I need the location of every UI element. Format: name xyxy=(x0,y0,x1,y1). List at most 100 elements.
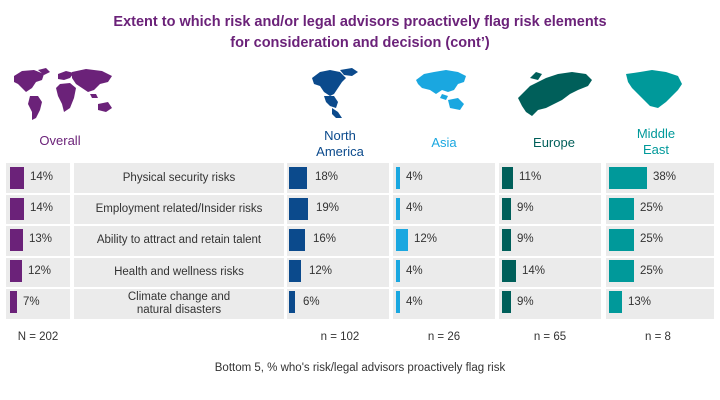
column-label-middle-east-line-1: Middle xyxy=(636,126,676,141)
n-label-north-america: n = 102 xyxy=(320,331,360,343)
panel-europe: 11% 9% 9% 14% 9% xyxy=(499,163,601,319)
category-label: Climate change and natural disasters xyxy=(127,290,231,316)
bar-middle-east xyxy=(609,166,647,189)
bar-overall xyxy=(10,260,22,283)
data-label-north-america: 6% xyxy=(303,295,320,308)
row-separator xyxy=(393,286,495,289)
data-label-north-america: 12% xyxy=(309,264,333,277)
panel-middle-east: 38% 25% 25% 25% 13% xyxy=(606,163,714,319)
row-separator xyxy=(393,255,495,258)
bar-europe xyxy=(502,260,516,283)
north-america-map-icon xyxy=(312,68,358,118)
column-label-middle-east: Middle East xyxy=(616,126,696,158)
bar-asia xyxy=(396,166,400,189)
data-label-europe: 9% xyxy=(517,295,534,308)
bar-europe xyxy=(502,229,511,251)
bar-north-america xyxy=(289,229,305,251)
data-label-overall: 14% xyxy=(30,202,54,215)
row-separator xyxy=(393,224,495,227)
row-separator xyxy=(74,224,284,227)
bar-middle-east xyxy=(609,197,634,220)
column-label-north-america: North America xyxy=(300,128,380,160)
bar-overall xyxy=(10,166,24,189)
bar-north-america xyxy=(289,166,307,189)
row-separator xyxy=(606,255,714,258)
column-label-europe: Europe xyxy=(533,135,575,150)
panel-categories: Physical security risks Employment relate… xyxy=(74,163,284,319)
bar-asia xyxy=(396,260,400,283)
data-label-asia: 4% xyxy=(406,264,423,277)
panel-north-america: 18% 19% 16% 12% 6% xyxy=(287,163,389,319)
row-separator xyxy=(499,193,601,196)
bar-middle-east xyxy=(609,260,634,283)
row-separator xyxy=(74,193,284,196)
bar-middle-east xyxy=(609,229,634,251)
data-label-overall: 13% xyxy=(29,233,53,246)
row-separator xyxy=(74,255,284,258)
data-label-europe: 9% xyxy=(517,233,534,246)
bar-north-america xyxy=(289,260,301,283)
asia-map-icon xyxy=(416,70,466,110)
column-label-overall: Overall xyxy=(39,133,81,148)
data-label-asia: 12% xyxy=(414,233,438,246)
data-label-overall: 12% xyxy=(28,264,52,277)
data-label-north-america: 19% xyxy=(316,202,340,215)
row-separator xyxy=(499,224,601,227)
column-label-middle-east-line-2: East xyxy=(642,142,669,157)
row-separator xyxy=(6,286,70,289)
bar-asia xyxy=(396,291,400,314)
data-label-north-america: 16% xyxy=(313,233,337,246)
bar-middle-east xyxy=(609,291,622,314)
data-label-middle-east: 25% xyxy=(640,233,664,246)
data-label-europe: 14% xyxy=(522,264,546,277)
n-label-europe: n = 65 xyxy=(533,331,567,343)
row-separator xyxy=(6,224,70,227)
row-separator xyxy=(287,193,389,196)
bar-north-america xyxy=(289,291,295,314)
n-label-asia: n = 26 xyxy=(427,331,461,343)
row-separator xyxy=(606,224,714,227)
row-separator xyxy=(74,286,284,289)
category-label: Ability to attract and retain talent xyxy=(96,234,262,247)
bar-overall xyxy=(10,197,24,220)
row-separator xyxy=(287,255,389,258)
bar-overall xyxy=(10,229,23,251)
column-label-asia: Asia xyxy=(431,135,457,150)
n-label-overall: N = 202 xyxy=(17,331,59,343)
category-label: Health and wellness risks xyxy=(114,265,244,278)
bar-europe xyxy=(502,291,511,314)
row-separator xyxy=(606,286,714,289)
bar-overall xyxy=(10,291,17,314)
chart-title-line-2: for consideration and decision (cont’) xyxy=(230,35,490,51)
data-label-asia: 4% xyxy=(406,171,423,183)
middle-east-map-icon xyxy=(626,70,682,108)
data-label-middle-east: 25% xyxy=(640,264,664,277)
data-label-middle-east: 13% xyxy=(628,295,652,308)
row-separator xyxy=(6,193,70,196)
n-label-middle-east: n = 8 xyxy=(645,331,671,343)
data-label-north-america: 18% xyxy=(315,171,339,183)
panel-asia: 4% 4% 12% 4% 4% xyxy=(393,163,495,319)
world-map-icon xyxy=(14,68,112,120)
data-label-middle-east: 38% xyxy=(653,171,677,183)
row-separator xyxy=(287,286,389,289)
panel-overall: 14% 14% 13% 12% 7% xyxy=(6,163,70,319)
bar-europe xyxy=(502,197,511,220)
row-separator xyxy=(393,193,495,196)
bar-asia xyxy=(396,229,408,251)
bar-europe xyxy=(502,166,513,189)
data-label-asia: 4% xyxy=(406,202,423,215)
data-label-overall: 14% xyxy=(30,171,54,183)
chart-title-line-1: Extent to which risk and/or legal adviso… xyxy=(113,14,607,30)
row-separator xyxy=(499,286,601,289)
row-separator xyxy=(606,193,714,196)
bar-north-america xyxy=(289,197,308,220)
row-separator xyxy=(499,255,601,258)
category-label: Employment related/Insider risks xyxy=(95,203,263,216)
column-label-north-america-line-1: North xyxy=(324,128,356,143)
row-separator xyxy=(287,224,389,227)
data-label-overall: 7% xyxy=(23,295,40,308)
category-label: Physical security risks xyxy=(122,172,236,184)
bar-asia xyxy=(396,197,400,220)
column-label-north-america-line-2: America xyxy=(316,144,364,159)
